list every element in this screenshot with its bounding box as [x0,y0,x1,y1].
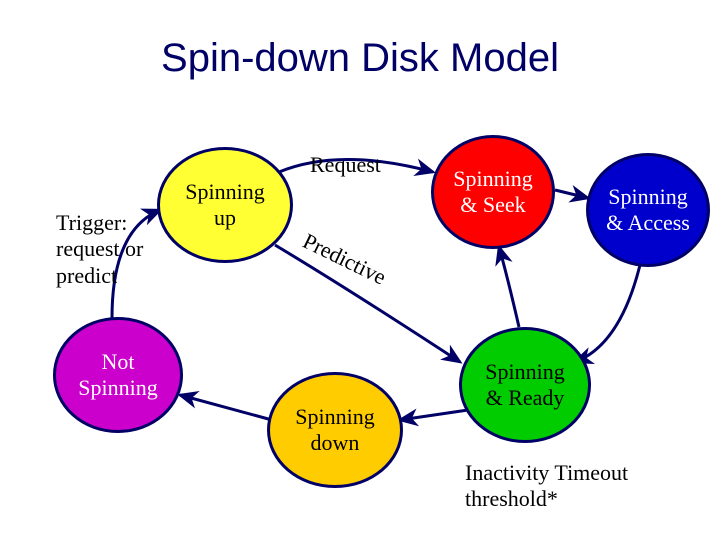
diagram-title: Spin-down Disk Model [0,36,720,81]
node-not-spinning: Not Spinning [53,317,183,433]
diagram-stage: Spin-down Disk Model Spinning up Spinnin… [0,0,720,540]
label-line: threshold* [465,486,558,511]
node-label: Spinning [606,184,690,210]
label-line: Inactivity Timeout [465,460,628,485]
node-label: up [185,205,264,231]
edge-ready-to-spinningdown [400,410,468,420]
edge-ready-to-seek [499,247,519,327]
label-predictive: Predictive [298,228,390,291]
node-label: Spinning [485,359,564,385]
label-line: Trigger: [56,210,127,235]
label-inactivity-timeout: Inactivity Timeout threshold* [465,460,628,513]
node-label: Not [78,349,157,375]
node-spinning-up: Spinning up [157,147,293,263]
label-line: request or [56,236,143,261]
node-spinning-down: Spinning down [267,372,403,488]
edge-access-to-ready [575,265,640,362]
edge-spinningdown-to-notspinning [180,395,272,420]
node-label: down [295,430,374,456]
node-label: Spinning [78,375,157,401]
edge-seek-to-access [555,190,588,198]
node-label: Spinning [295,404,374,430]
node-spinning-access: Spinning & Access [586,153,710,267]
label-line: predict [56,263,117,288]
label-request: Request [310,152,381,178]
node-label: Spinning [185,179,264,205]
node-label: & Ready [485,385,564,411]
node-spinning-seek: Spinning & Seek [431,135,555,249]
node-spinning-ready: Spinning & Ready [459,327,591,443]
node-label: & Access [606,210,690,236]
node-label: & Seek [453,192,532,218]
label-trigger: Trigger: request or predict [56,210,143,289]
node-label: Spinning [453,166,532,192]
